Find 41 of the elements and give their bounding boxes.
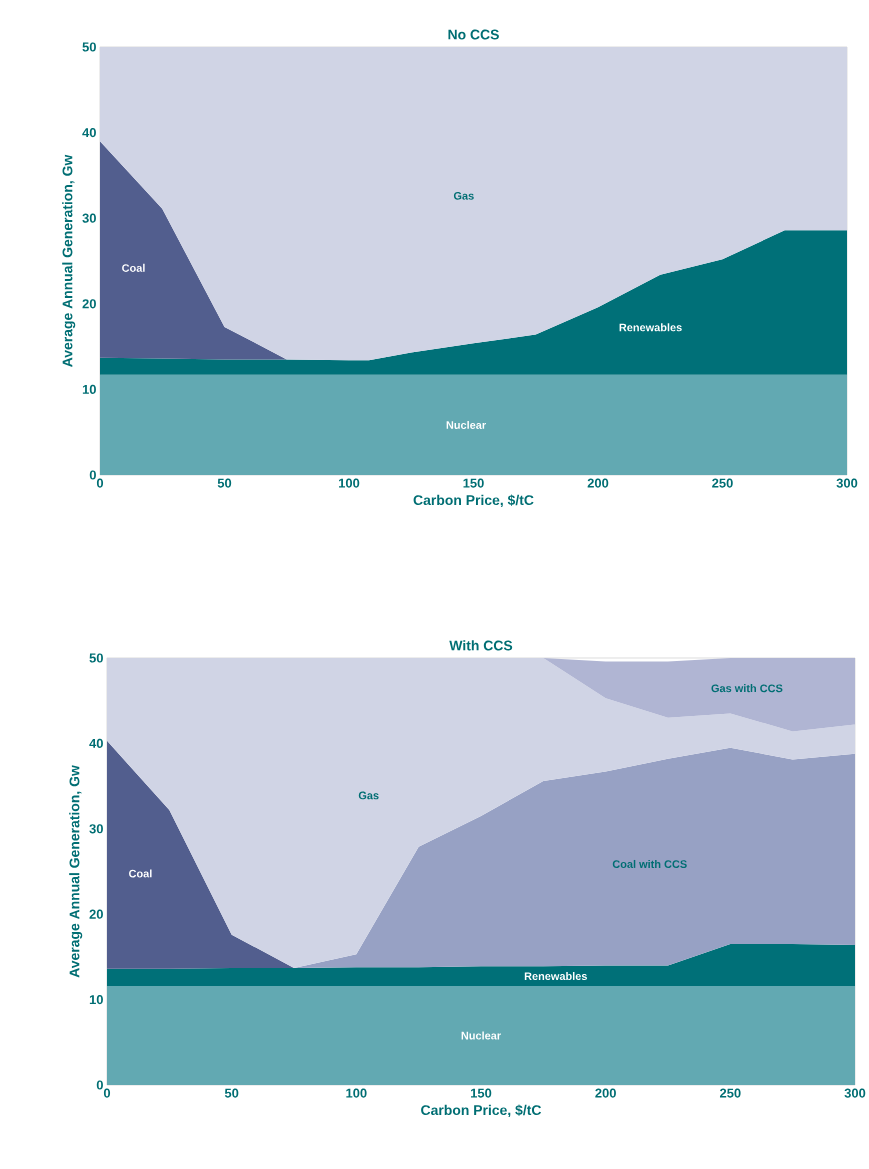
series-label: Nuclear xyxy=(446,420,486,429)
x-tick-label: 150 xyxy=(470,1088,492,1098)
y-tick-label: 30 xyxy=(82,213,96,223)
x-axis-title: Carbon Price, $/tC xyxy=(421,1104,542,1118)
x-tick-label: 100 xyxy=(346,1088,367,1098)
y-tick-label: 40 xyxy=(82,128,96,138)
y-tick-label: 0 xyxy=(96,1080,103,1090)
chart-title: With CCS xyxy=(449,640,513,651)
series-label: Coal xyxy=(128,869,152,878)
x-axis-title: Carbon Price, $/tC xyxy=(413,494,534,508)
x-tick-label: 0 xyxy=(103,1088,111,1098)
series-label: Gas with CCS xyxy=(711,684,783,693)
y-axis-title: Average Annual Generation, Gw xyxy=(62,154,76,367)
series-label: Coal with CCS xyxy=(612,859,687,868)
series-label: Nuclear xyxy=(461,1031,501,1040)
series-label: Gas xyxy=(358,791,379,800)
x-tick-label: 50 xyxy=(217,478,232,488)
series-label: Gas xyxy=(453,191,474,200)
y-tick-label: 20 xyxy=(82,299,96,309)
y-tick-label: 30 xyxy=(89,824,103,834)
series-label: Renewables xyxy=(619,323,682,332)
y-tick-label: 20 xyxy=(89,909,103,919)
x-tick-label: 150 xyxy=(463,478,484,488)
y-tick-label: 50 xyxy=(82,42,96,52)
y-tick-label: 50 xyxy=(89,653,103,663)
chart-title: No CCS xyxy=(448,29,499,40)
x-tick-label: 250 xyxy=(712,478,733,488)
y-tick-label: 40 xyxy=(89,738,103,748)
y-tick-label: 10 xyxy=(82,384,96,394)
series-label: Coal xyxy=(122,263,145,272)
y-tick-label: 10 xyxy=(89,995,103,1005)
y-tick-label: 0 xyxy=(89,470,96,480)
x-tick-label: 300 xyxy=(844,1088,866,1098)
x-tick-label: 50 xyxy=(224,1088,239,1098)
x-tick-label: 100 xyxy=(338,478,360,488)
x-tick-label: 200 xyxy=(595,1088,616,1098)
series-label: Renewables xyxy=(524,972,587,981)
y-axis-title: Average Annual Generation, Gw xyxy=(69,765,83,978)
x-tick-label: 250 xyxy=(719,1088,741,1098)
x-tick-label: 200 xyxy=(587,478,609,488)
x-tick-label: 300 xyxy=(836,478,858,488)
